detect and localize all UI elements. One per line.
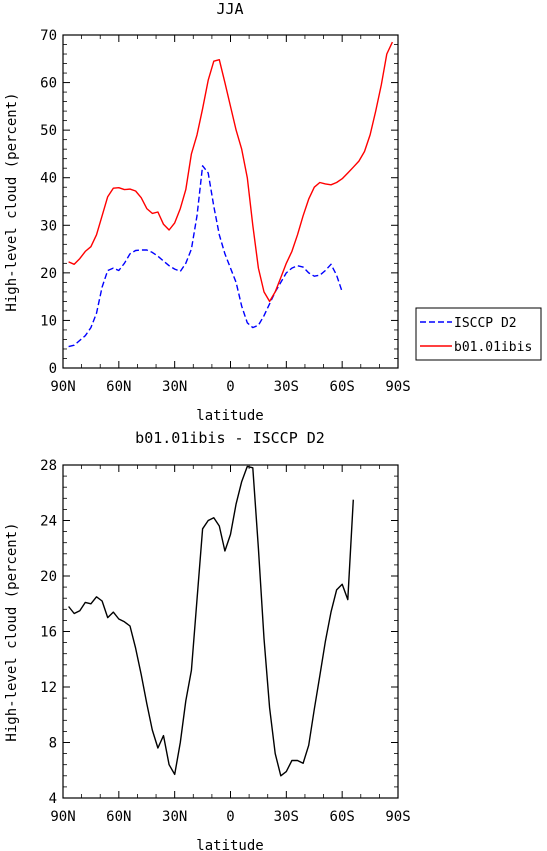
top-chart-xlabel: latitude: [196, 408, 263, 424]
top-xtick-label: 90N: [50, 379, 75, 395]
bottom-chart-xlabel: latitude: [196, 838, 263, 851]
bottom-xtick-label: 60N: [106, 809, 131, 825]
top-xtick-label: 30N: [162, 379, 187, 395]
top-xtick-label: 60S: [330, 379, 355, 395]
top-xtick-label: 30S: [274, 379, 299, 395]
top-chart-ylabel: High-level cloud (percent): [4, 92, 20, 311]
bottom-xtick-label: 90N: [50, 809, 75, 825]
bottom-ytick-label: 8: [49, 736, 57, 752]
top-ytick-label: 60: [40, 76, 57, 92]
bottom-xtick-label: 30S: [274, 809, 299, 825]
bottom-chart-ylabel: High-level cloud (percent): [4, 522, 20, 741]
top-chart-title: JJA: [216, 0, 243, 18]
bottom-ytick-label: 12: [40, 680, 57, 696]
legend-isccp-label: ISCCP D2: [454, 316, 517, 331]
top-series-line-1: [68, 41, 394, 303]
bottom-series-line-0: [68, 465, 354, 777]
bottom-xtick-label: 90S: [385, 809, 410, 825]
top-xtick-label: 60N: [106, 379, 131, 395]
top-ytick-label: 10: [40, 313, 57, 329]
bottom-xtick-label: 60S: [330, 809, 355, 825]
top-ytick-label: 0: [49, 361, 57, 377]
legend-ibis-label: b01.01ibis: [454, 340, 532, 355]
top-xtick-label: 0: [226, 379, 234, 395]
top-ytick-label: 50: [40, 123, 57, 139]
bottom-ytick-label: 16: [40, 625, 57, 641]
bottom-ytick-label: 4: [49, 791, 57, 807]
legend-box: [415, 307, 542, 361]
top-ytick-label: 30: [40, 218, 57, 234]
top-xtick-label: 90S: [385, 379, 410, 395]
bottom-chart-frame: [62, 464, 399, 799]
bottom-xtick-label: 0: [226, 809, 234, 825]
bottom-ytick-label: 20: [40, 569, 57, 585]
top-chart-panel: JJA High-level cloud (percent) latitude …: [4, 0, 542, 424]
top-ytick-label: 20: [40, 266, 57, 282]
top-series-line-0: [68, 165, 343, 348]
bottom-xtick-label: 30N: [162, 809, 187, 825]
bottom-ytick-label: 24: [40, 514, 57, 530]
top-chart-frame: [62, 34, 399, 369]
top-ytick-label: 70: [40, 28, 57, 44]
bottom-ytick-label: 28: [40, 458, 57, 474]
legend: ISCCP D2 b01.01ibis: [415, 307, 542, 361]
bottom-chart-title: b01.01ibis - ISCCP D2: [135, 429, 325, 447]
top-ytick-label: 40: [40, 171, 57, 187]
bottom-chart-panel: b01.01ibis - ISCCP D2 High-level cloud (…: [4, 429, 411, 851]
